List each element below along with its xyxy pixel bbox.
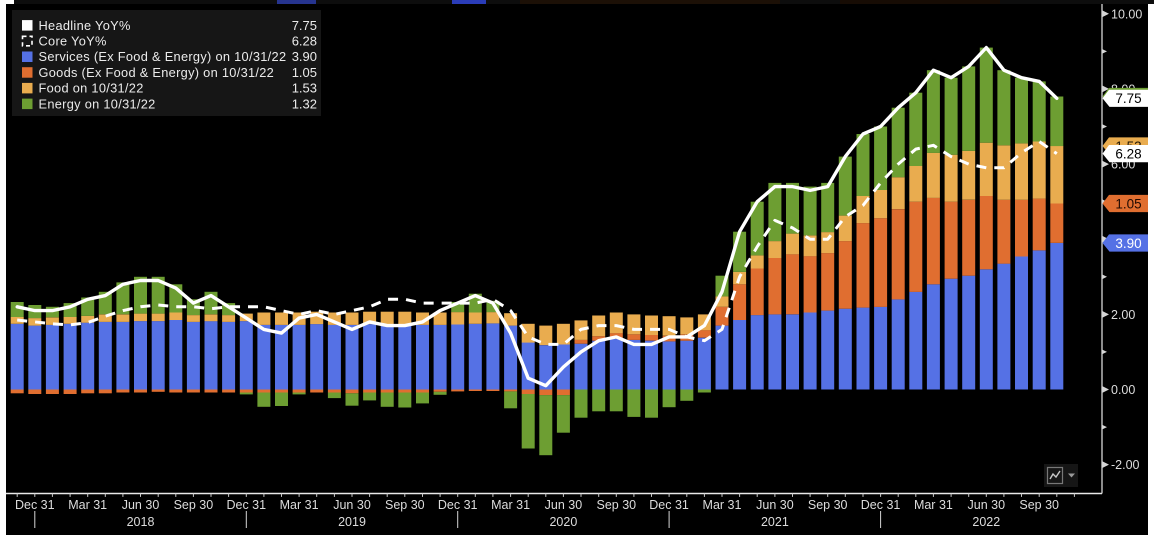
svg-text:Jun 30: Jun 30 — [545, 498, 583, 512]
svg-text:2020: 2020 — [549, 515, 577, 529]
svg-text:Dec 31: Dec 31 — [861, 498, 901, 512]
svg-text:0.00: 0.00 — [1111, 383, 1135, 397]
svg-text:Energy on 10/31/22: Energy on 10/31/22 — [39, 96, 156, 111]
svg-text:-2.00: -2.00 — [1111, 458, 1140, 472]
svg-text:Dec 31: Dec 31 — [438, 498, 478, 512]
svg-text:10.00: 10.00 — [1111, 7, 1142, 21]
svg-text:Jun 30: Jun 30 — [756, 498, 794, 512]
svg-text:Sep 30: Sep 30 — [808, 498, 848, 512]
svg-text:Dec 31: Dec 31 — [15, 498, 55, 512]
svg-text:1.53: 1.53 — [292, 81, 317, 96]
svg-text:Dec 31: Dec 31 — [226, 498, 266, 512]
svg-text:1.05: 1.05 — [1115, 196, 1141, 211]
svg-text:7.75: 7.75 — [1115, 91, 1141, 106]
svg-text:Services (Ex Food & Energy) on: Services (Ex Food & Energy) on 10/31/22 — [39, 49, 287, 64]
svg-text:2022: 2022 — [972, 515, 1000, 529]
svg-text:2018: 2018 — [127, 515, 155, 529]
svg-text:7.75: 7.75 — [292, 18, 317, 33]
svg-text:Headline YoY%: Headline YoY% — [39, 18, 131, 33]
svg-text:Jun 30: Jun 30 — [122, 498, 160, 512]
svg-text:Sep 30: Sep 30 — [385, 498, 425, 512]
svg-text:Jun 30: Jun 30 — [333, 498, 371, 512]
svg-text:6.28: 6.28 — [292, 34, 317, 49]
svg-text:Food on 10/31/22: Food on 10/31/22 — [39, 81, 144, 96]
svg-text:1.05: 1.05 — [292, 65, 317, 80]
svg-text:6.28: 6.28 — [1115, 146, 1141, 161]
svg-text:Mar 31: Mar 31 — [280, 498, 319, 512]
svg-text:Mar 31: Mar 31 — [68, 498, 107, 512]
svg-text:3.90: 3.90 — [292, 49, 317, 64]
svg-text:Mar 31: Mar 31 — [703, 498, 742, 512]
svg-text:Mar 31: Mar 31 — [914, 498, 953, 512]
svg-text:Core YoY%: Core YoY% — [39, 34, 107, 49]
svg-text:2019: 2019 — [338, 515, 366, 529]
svg-text:Mar 31: Mar 31 — [491, 498, 530, 512]
svg-text:Sep 30: Sep 30 — [1019, 498, 1059, 512]
svg-text:Sep 30: Sep 30 — [174, 498, 214, 512]
svg-text:Sep 30: Sep 30 — [596, 498, 636, 512]
svg-text:2.00: 2.00 — [1111, 308, 1135, 322]
svg-text:Jun 30: Jun 30 — [968, 498, 1006, 512]
svg-text:Dec 31: Dec 31 — [649, 498, 689, 512]
svg-text:2021: 2021 — [761, 515, 789, 529]
svg-text:3.90: 3.90 — [1115, 236, 1141, 251]
svg-text:Goods (Ex Food & Energy) on 10: Goods (Ex Food & Energy) on 10/31/22 — [39, 65, 275, 80]
svg-text:1.32: 1.32 — [292, 96, 317, 111]
